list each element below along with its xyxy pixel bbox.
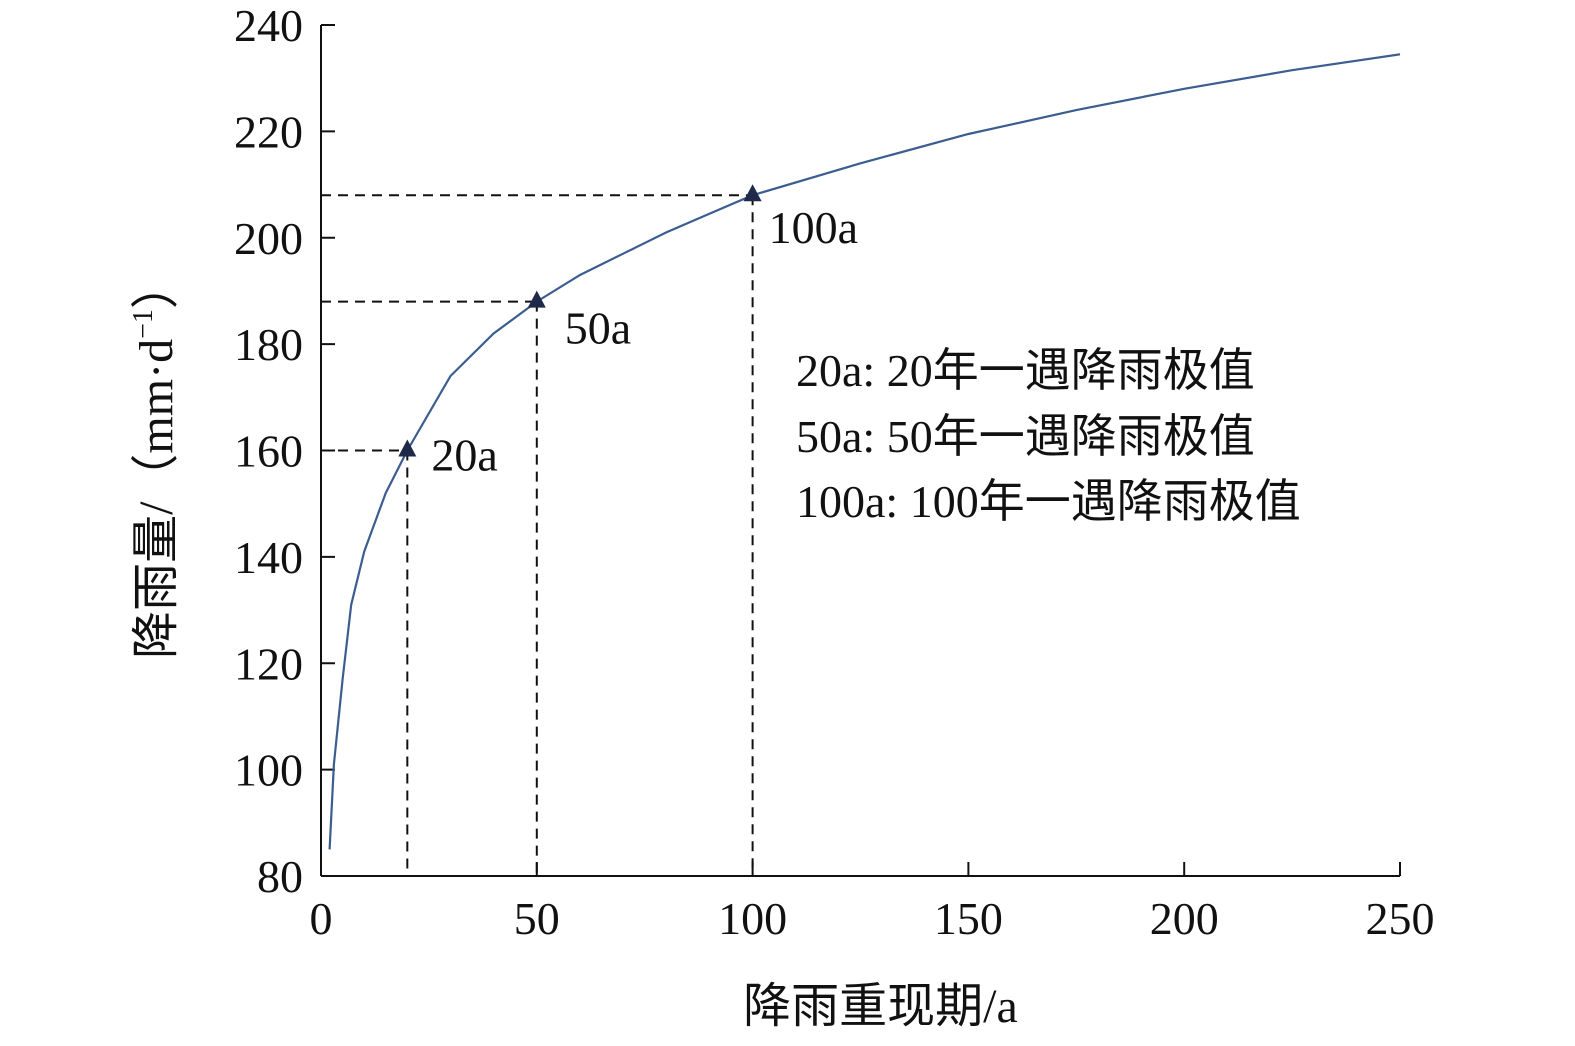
- y-tick-label: 200: [234, 213, 303, 264]
- y-tick-label: 240: [234, 0, 303, 51]
- x-axis-ticks: 0 50 100 150 200 250: [310, 862, 1435, 944]
- x-tick-label: 100: [718, 893, 787, 944]
- y-tick-label: 160: [234, 426, 303, 477]
- triangle-marker: [743, 184, 762, 202]
- marker-label: 100a: [769, 202, 858, 253]
- y-axis-title-superscript: −1: [128, 309, 159, 339]
- x-tick-label: 200: [1150, 893, 1219, 944]
- y-tick-label: 100: [234, 745, 303, 796]
- x-tick-label: 250: [1366, 893, 1435, 944]
- y-tick-label: 180: [234, 319, 303, 370]
- annotation-note-20a: 20a: 20年一遇降雨极值: [796, 345, 1255, 396]
- y-tick-label: 120: [234, 638, 303, 689]
- x-tick-label: 150: [934, 893, 1003, 944]
- annotation-note-100a: 100a: 100年一遇降雨极值: [796, 476, 1301, 527]
- y-tick-label: 140: [234, 532, 303, 583]
- y-axis-ticks: 80 100 120 140 160 180 200 220 240: [234, 0, 335, 902]
- marker-label: 20a: [431, 430, 497, 481]
- x-axis-title: 降雨重现期/a: [743, 980, 1018, 1033]
- y-axis-title: 降雨量/（mm·d−1）: [128, 261, 183, 659]
- y-tick-label: 220: [234, 106, 303, 157]
- y-axis-title-close: ）: [130, 261, 183, 309]
- annotation-notes: 20a: 20年一遇降雨极值 50a: 50年一遇降雨极值 100a: 100年…: [796, 345, 1301, 527]
- series-line: [328, 53, 1401, 850]
- y-tick-label: 80: [257, 851, 303, 902]
- marker-label: 50a: [565, 303, 631, 354]
- triangle-marker: [527, 290, 546, 308]
- y-axis-title-main: 降雨量/（mm·d: [130, 339, 183, 659]
- return-period-markers: [398, 184, 762, 457]
- series-curves: [328, 53, 1401, 850]
- marker-guide-lines: [321, 194, 754, 876]
- x-tick-label: 50: [514, 893, 560, 944]
- marker-labels: 20a 50a 100a: [431, 202, 858, 480]
- triangle-marker: [398, 439, 417, 457]
- x-tick-label: 0: [310, 893, 333, 944]
- annotation-note-50a: 50a: 50年一遇降雨极值: [796, 411, 1255, 462]
